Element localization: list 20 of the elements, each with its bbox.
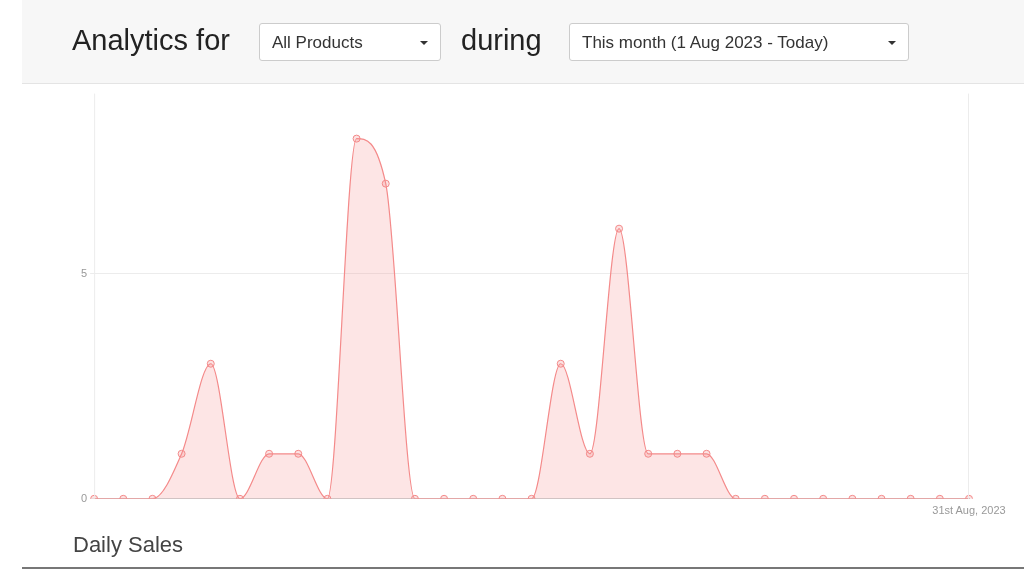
point [265,449,274,458]
point [556,359,565,368]
point [644,449,653,458]
point [381,179,390,188]
text: This month (1 Aug 2023 - Today) [582,33,829,52]
y-tick-label: 0 [80,491,88,504]
point [585,449,594,458]
point [206,359,215,368]
x-tick-label: 31st Aug, 2023 [932,504,1006,517]
point [673,449,682,458]
text: during [461,24,542,57]
y-tick-label: 5 [80,266,88,279]
point [702,449,711,458]
point [177,449,186,458]
point [294,449,303,458]
point [615,224,624,233]
point [352,134,361,143]
text: All Products [272,33,363,52]
text: Daily Sales [73,532,184,558]
chart-title: Analytics for [72,24,230,57]
